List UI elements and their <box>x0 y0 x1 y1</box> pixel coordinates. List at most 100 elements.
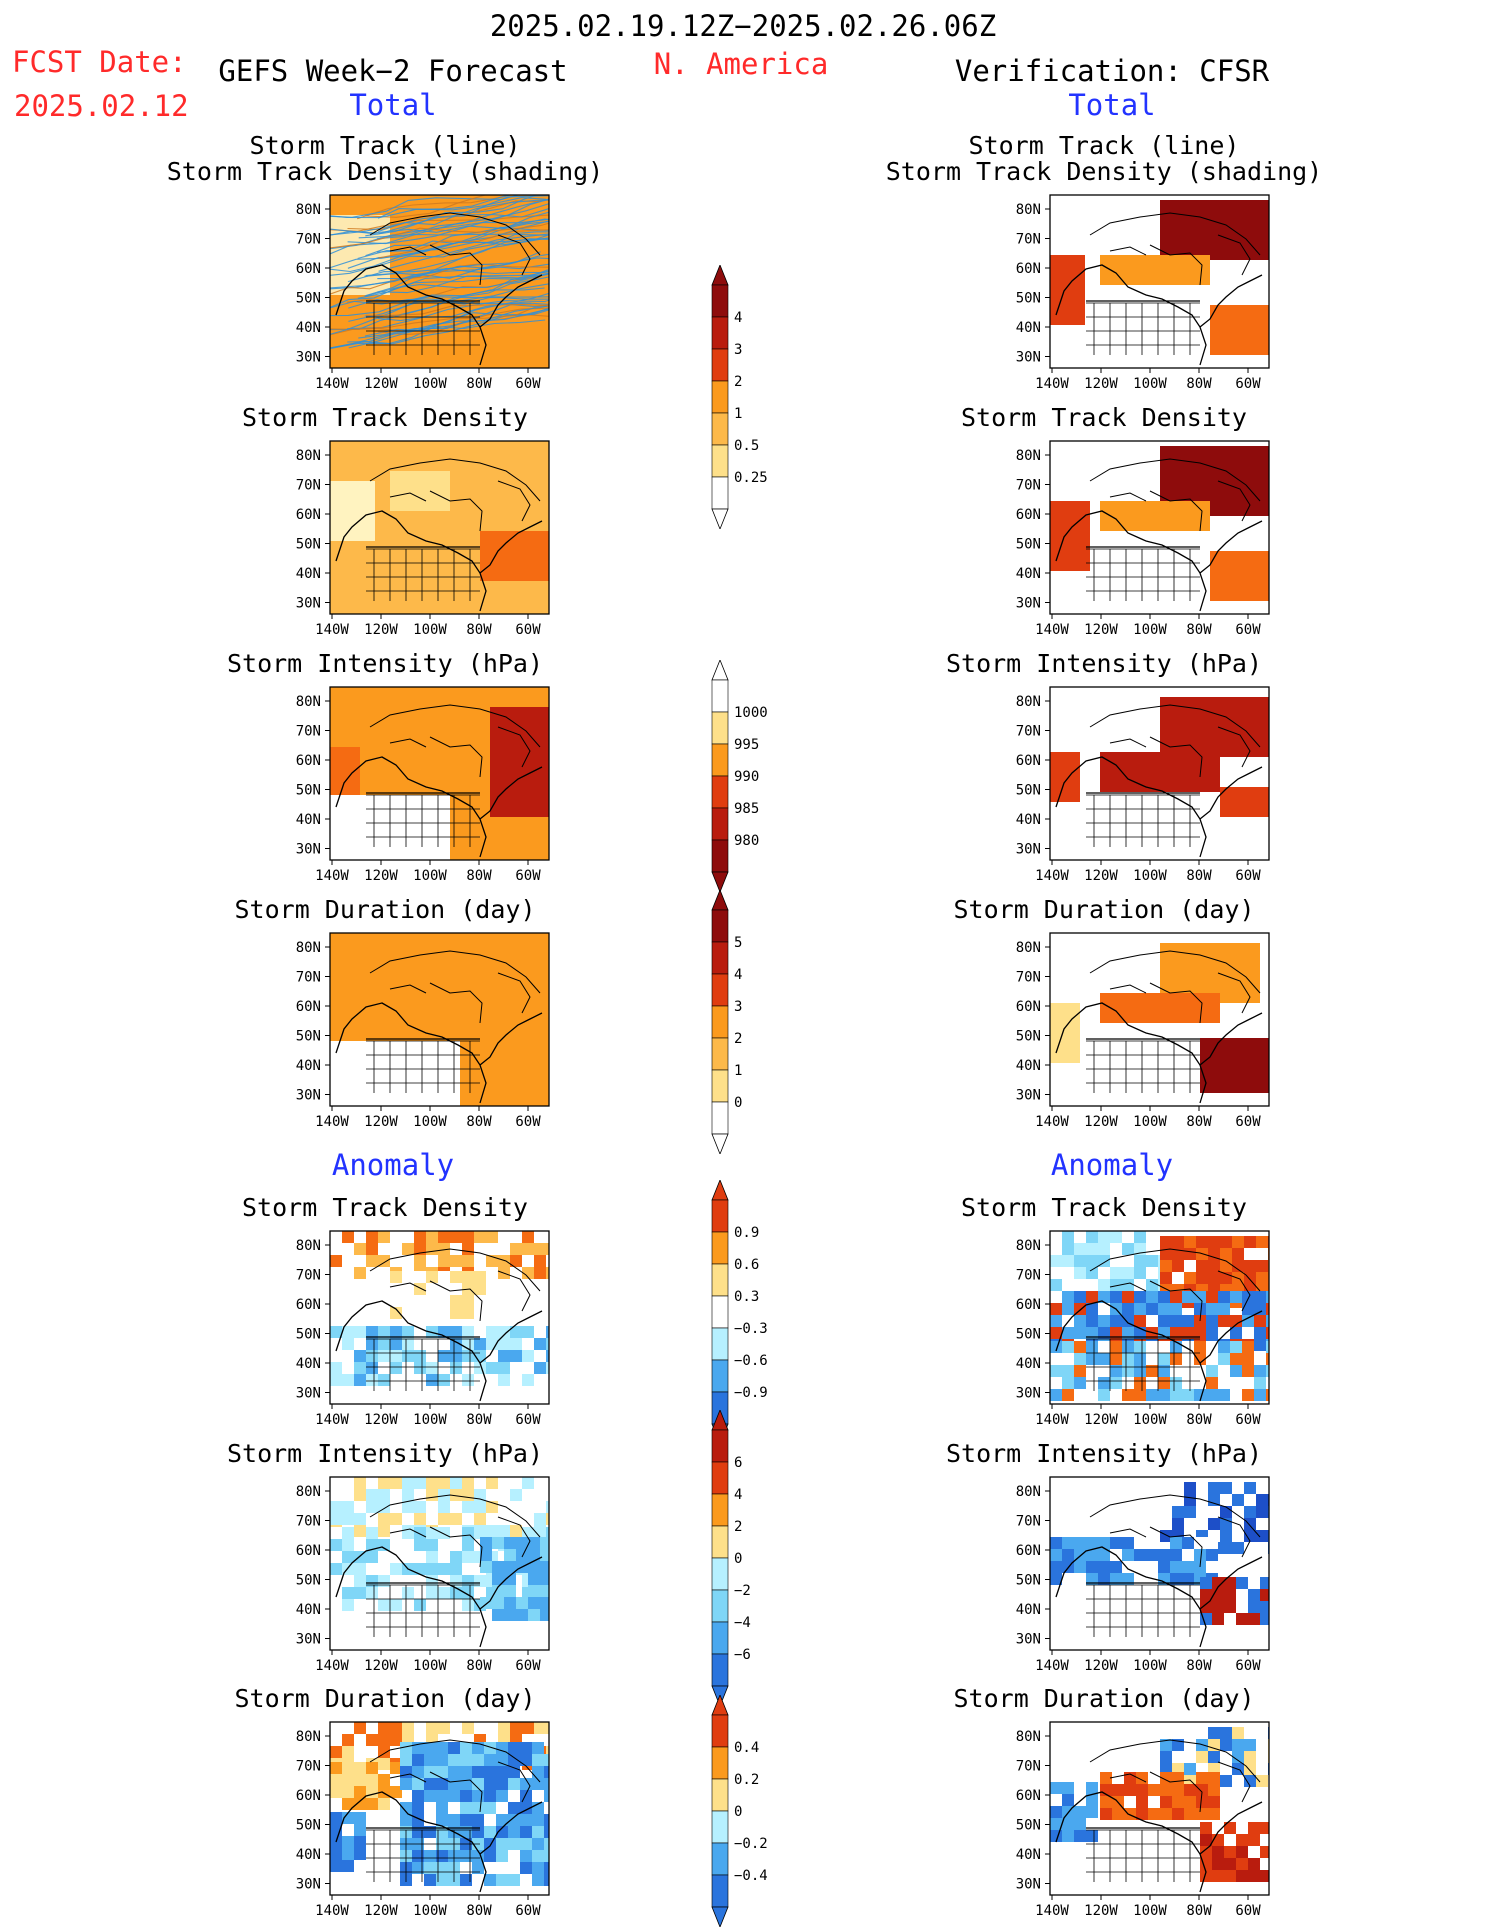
panel-duration-left-map: 80N 70N 60N 50N 40N 30N 140W 120W 100W 80W 60W <box>296 932 550 1130</box>
lat-label: 60N <box>1016 999 1041 1015</box>
lat-label: 50N <box>296 1573 321 1589</box>
lon-label: 80W <box>466 1412 492 1428</box>
lon-label: 140W <box>315 1903 349 1919</box>
lat-label: 30N <box>1016 1088 1041 1104</box>
colorbar-label: 1 <box>734 1063 742 1079</box>
panel-density-right-map: 80N 70N 60N 50N 40N 30N 140W 120W 100W 80W 60W <box>1016 440 1270 638</box>
lat-label: 40N <box>296 1356 321 1372</box>
panel-duration-right: 80N 70N 60N 50N 40N 30N 140W 120W 100W 80W 60W <box>1005 932 1284 1140</box>
panel-title-density-anom-left: Storm Track Density <box>242 1193 528 1222</box>
lon-label: 140W <box>1035 622 1069 638</box>
lat-label: 40N <box>296 320 321 336</box>
lat-label: 60N <box>296 1543 321 1559</box>
lon-label: 80W <box>1186 868 1212 884</box>
lat-label: 40N <box>1016 1356 1041 1372</box>
lon-label: 80W <box>1186 1412 1212 1428</box>
lat-label: 60N <box>296 507 321 523</box>
lon-label: 120W <box>1084 868 1118 884</box>
colorbar-swatch <box>711 1653 729 1687</box>
lat-label: 70N <box>296 724 321 740</box>
colorbar-label: −0.2 <box>734 1836 768 1852</box>
colorbar-label: 2 <box>734 1519 742 1535</box>
lat-label: 40N <box>296 812 321 828</box>
lon-label: 80W <box>466 376 492 392</box>
lat-label: 80N <box>1016 202 1041 218</box>
lon-label: 120W <box>364 1412 398 1428</box>
lon-label: 140W <box>315 1658 349 1674</box>
lat-label: 60N <box>296 1788 321 1804</box>
colorbar-label: −0.3 <box>734 1321 768 1337</box>
left-column-title: GEFS Week−2 Forecast <box>218 54 568 88</box>
anomaly-left-label: Anomaly <box>331 1148 455 1182</box>
lat-label: 70N <box>1016 478 1041 494</box>
lat-label: 70N <box>1016 724 1041 740</box>
panel-duration-anom-left: 80N 70N 60N 50N 40N 30N 140W 120W 100W 80W 60W <box>285 1721 564 1929</box>
right-column-title: Verification: CFSR <box>954 54 1270 88</box>
lat-label: 40N <box>1016 566 1041 582</box>
lat-label: 30N <box>296 1877 321 1893</box>
lon-label: 60W <box>515 1658 541 1674</box>
colorbar-swatch <box>711 1714 729 1748</box>
lat-label: 30N <box>296 350 321 366</box>
lon-label: 100W <box>1133 376 1167 392</box>
colorbar-label: 2 <box>734 374 742 390</box>
lat-label: 70N <box>1016 1759 1041 1775</box>
lon-label: 120W <box>364 1903 398 1919</box>
lat-label: 60N <box>1016 261 1041 277</box>
panel-intensity-right-map: 80N 70N 60N 50N 40N 30N 140W 120W 100W 80W 60W <box>1016 686 1270 884</box>
lon-label: 120W <box>1084 1903 1118 1919</box>
lat-label: 50N <box>1016 1327 1041 1343</box>
lon-label: 80W <box>466 1114 492 1130</box>
colorbar-label: 3 <box>734 999 742 1015</box>
lat-label: 70N <box>1016 1268 1041 1284</box>
lat-label: 30N <box>1016 842 1041 858</box>
panel-title-duration-right: Storm Duration (day) <box>953 895 1255 924</box>
panel-track-left: 80N 70N 60N 50N 40N 30N 140W 120W 100W 80W 60W <box>285 194 564 402</box>
panel-intensity-left: 80N 70N 60N 50N 40N 30N 140W 120W 100W 80W 60W <box>285 686 564 894</box>
lon-label: 60W <box>515 622 541 638</box>
lat-label: 60N <box>1016 507 1041 523</box>
lat-label: 30N <box>296 1632 321 1648</box>
anomaly-right-label: Anomaly <box>1050 1148 1174 1182</box>
lat-label: 80N <box>296 202 321 218</box>
colorbar-label: 0 <box>734 1804 742 1820</box>
lat-label: 50N <box>1016 537 1041 553</box>
lon-label: 80W <box>1186 622 1212 638</box>
colorbar-swatch <box>711 1778 729 1812</box>
lat-label: 80N <box>296 1484 321 1500</box>
lat-label: 60N <box>1016 753 1041 769</box>
lon-label: 140W <box>315 376 349 392</box>
lat-label: 80N <box>1016 1238 1041 1254</box>
colorbar-label: −0.4 <box>734 1868 768 1884</box>
lat-label: 50N <box>1016 291 1041 307</box>
lat-label: 60N <box>296 999 321 1015</box>
lat-label: 80N <box>1016 940 1041 956</box>
colorbar-label: −4 <box>734 1615 751 1631</box>
panel-density-anom-right-map: 80N 70N 60N 50N 40N 30N 140W 120W 100W 80W 60W <box>1016 1230 1270 1428</box>
lat-label: 80N <box>296 940 321 956</box>
colorbar-swatch <box>711 1327 729 1361</box>
total-left-label: Total <box>349 88 437 122</box>
region-title: N. America <box>653 47 829 81</box>
lat-label: 40N <box>296 1847 321 1863</box>
period-title: 2025.02.19.12Z−2025.02.26.06Z <box>489 9 997 43</box>
colorbar-swatch <box>711 444 729 478</box>
lon-label: 60W <box>1235 622 1261 638</box>
colorbar-label: 0 <box>734 1095 742 1111</box>
lat-label: 60N <box>1016 1543 1041 1559</box>
panel-track-right-map: 80N 70N 60N 50N 40N 30N 140W 120W 100W 80W 60W <box>1016 194 1270 392</box>
colorbar-swatch <box>711 1842 729 1876</box>
lat-label: 60N <box>1016 1788 1041 1804</box>
lon-label: 100W <box>413 868 447 884</box>
colorbar-swatch <box>711 316 729 350</box>
lat-label: 80N <box>1016 694 1041 710</box>
lon-label: 60W <box>1235 1658 1261 1674</box>
panel-density-left: 80N 70N 60N 50N 40N 30N 140W 120W 100W 80W 60W <box>285 440 564 648</box>
lon-label: 140W <box>315 868 349 884</box>
lat-label: 60N <box>296 753 321 769</box>
lon-label: 80W <box>1186 1658 1212 1674</box>
lon-label: 100W <box>413 1412 447 1428</box>
panel-intensity-left-map: 80N 70N 60N 50N 40N 30N 140W 120W 100W 80W 60W <box>296 686 550 884</box>
colorbar-label: 0.25 <box>734 470 768 486</box>
lon-label: 120W <box>364 622 398 638</box>
